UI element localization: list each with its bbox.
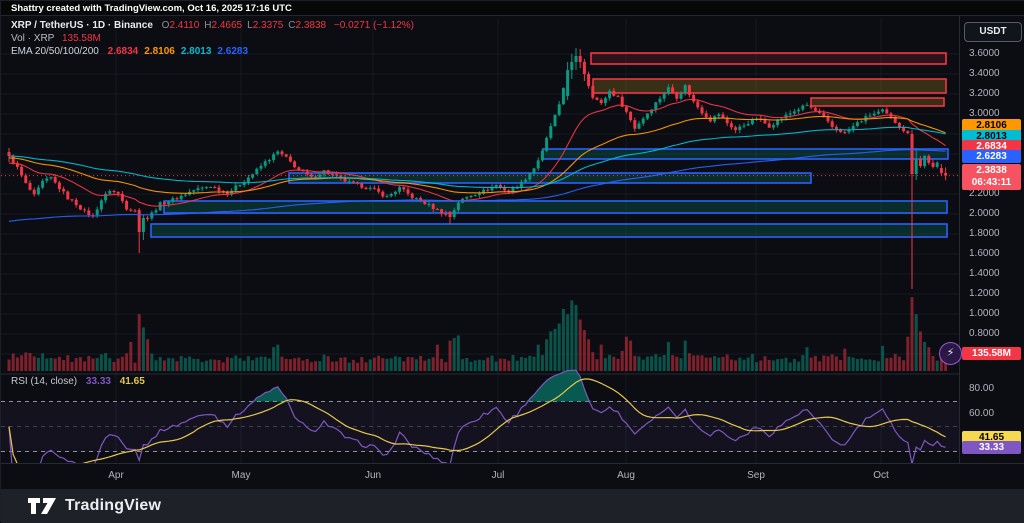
volume-value: 135.58M: [61, 33, 101, 44]
month-label-jun: Jun: [364, 470, 382, 481]
price-tick: 3.0000: [969, 108, 1000, 119]
ema-value: 2.6283: [217, 46, 249, 57]
volume-series: [7, 297, 948, 371]
legend-volume-row[interactable]: Vol · XRP 135.58M: [11, 33, 419, 45]
ohlc-value: 2.4665: [211, 20, 243, 31]
price-tick: 2.0000: [969, 208, 1000, 219]
ohlc-value: 2.3375: [252, 20, 284, 31]
rsi-ma-line: [8, 378, 946, 476]
watermark-bar: Shattry created with TradingView.com, Oc…: [1, 1, 1024, 16]
currency-toggle-button[interactable]: USDT: [964, 22, 1022, 42]
ema-value: 2.8013: [180, 46, 212, 57]
legend-symbol-row[interactable]: XRP / TetherUS · 1D · Binance O2.4110 H2.…: [11, 20, 419, 32]
rsi-tick: 60.00: [969, 408, 995, 419]
month-label-may: May: [231, 470, 251, 481]
watermark-text: Shattry created with TradingView.com, Oc…: [11, 3, 292, 14]
change-value: −0.0271 (−1.12%): [333, 20, 414, 31]
rsi-ma-value: 41.65: [119, 376, 145, 387]
ohlc-key: L: [247, 20, 253, 31]
ema-100-line: [8, 126, 946, 189]
rsi-axis-badge: 41.65: [962, 430, 1021, 444]
quick-trade-button[interactable]: ⚡: [939, 342, 962, 365]
rsi-tick: 80.00: [969, 383, 995, 394]
price-tick: 3.4000: [969, 68, 1000, 79]
ema-axis-badge: 2.6283: [962, 150, 1021, 163]
candlestick-series: [7, 48, 948, 289]
legend-ema-row[interactable]: EMA 20/50/100/200 2.6834 2.8106 2.8013 2.62…: [11, 46, 419, 58]
ema-axis-badge: 2.8106: [962, 119, 1021, 132]
ema-200-line: [8, 149, 946, 222]
month-label-oct: Oct: [873, 470, 889, 481]
rsi-axis-badge: 33.33: [962, 441, 1021, 455]
ohlc-value: 2.3838: [295, 20, 327, 31]
price-tick: 0.8000: [969, 328, 1000, 339]
bar-countdown: 06:43:11: [971, 177, 1012, 188]
lightning-icon: ⚡: [946, 347, 955, 359]
volume-axis-badge: 135.58M: [962, 347, 1021, 360]
month-label-sep: Sep: [747, 470, 765, 481]
ema-value: 2.8106: [144, 46, 175, 57]
price-tick: 2.2000: [969, 188, 1000, 199]
ohlc-key: H: [204, 20, 212, 31]
ema-20-line: [8, 98, 946, 207]
price-axis[interactable]: USDT 3.60003.40003.20003.00002.80002.600…: [959, 16, 1024, 463]
ohlc-key: C: [288, 20, 296, 31]
price-tick: 1.2000: [969, 288, 1000, 299]
chart-area[interactable]: XRP / TetherUS · 1D · Binance O2.4110 H2.…: [1, 16, 1024, 489]
time-axis[interactable]: Apr May Jun Jul Aug Sep Oct: [1, 463, 1024, 489]
current-price-badge: 2.3838 06:43:11: [962, 164, 1021, 190]
ohlc-value: 2.4110: [169, 20, 200, 31]
tradingview-logo-icon[interactable]: [27, 494, 57, 518]
symbol-legend[interactable]: XRP / TetherUS · 1D · Binance O2.4110 H2.…: [11, 20, 419, 59]
chart-canvas[interactable]: [1, 16, 1024, 488]
ohlc-key: O: [161, 20, 170, 31]
month-label-aug: Aug: [617, 470, 635, 481]
ema-axis-badge: 2.8013: [962, 130, 1021, 143]
ema-value: 2.6834: [107, 46, 139, 57]
ema-axis-badge: 2.6834: [962, 140, 1021, 153]
price-tick: 1.6000: [969, 248, 1000, 259]
price-tick: 1.4000: [969, 268, 1000, 279]
ema-label: EMA 20/50/100/200: [11, 46, 99, 57]
price-tick: 1.0000: [969, 308, 1000, 319]
month-label-apr: Apr: [108, 470, 124, 481]
price-tick: 1.8000: [969, 228, 1000, 239]
ohlc-values: O2.4110 H2.4665 L2.3375 C2.3838: [162, 20, 331, 31]
month-label-jul: Jul: [491, 470, 505, 481]
volume-label: Vol · XRP: [11, 33, 55, 44]
rsi-value: 33.33: [85, 376, 111, 387]
price-tick: 3.2000: [969, 88, 1000, 99]
symbol-title: XRP / TetherUS · 1D · Binance: [11, 20, 153, 31]
rsi-line: [8, 369, 946, 484]
price-tick: 3.6000: [969, 48, 1000, 59]
ema-values: 2.6834 2.8106 2.8013 2.6283: [108, 46, 254, 57]
rsi-title: RSI (14, close): [11, 376, 78, 387]
footer-bar: TradingView: [1, 488, 1024, 523]
rsi-overbought-fill: [9, 370, 946, 402]
current-price-value: 2.3838: [976, 165, 1007, 176]
tradingview-logo-text[interactable]: TradingView: [65, 496, 162, 514]
rsi-legend[interactable]: RSI (14, close) 33.33 41.65: [11, 376, 145, 387]
ema-50-line: [8, 115, 946, 194]
